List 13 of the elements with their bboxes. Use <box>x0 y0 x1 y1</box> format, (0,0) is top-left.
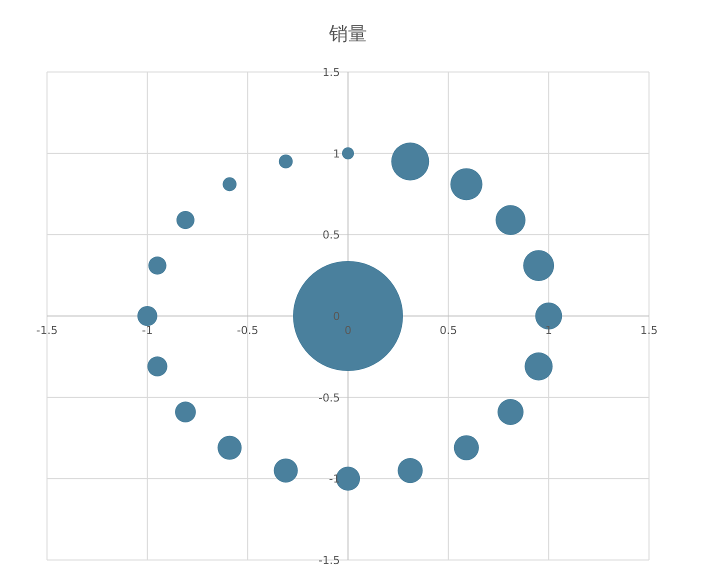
y-tick-label: 1 <box>333 147 340 160</box>
y-tick-label: 0.5 <box>322 228 340 242</box>
y-tick-label: 1.5 <box>322 66 340 79</box>
x-tick-label: 0.5 <box>440 324 458 337</box>
y-tick-label: -0.5 <box>318 391 340 404</box>
y-tick-label: -1.5 <box>318 554 340 567</box>
y-tick-label: 0 <box>333 310 340 323</box>
x-tick-label: -0.5 <box>236 324 258 337</box>
x-tick-label: -1 <box>142 324 153 337</box>
x-tick-label: 1.5 <box>640 324 658 337</box>
x-tick-label: -1.5 <box>36 324 58 337</box>
chart-title: 销量 <box>328 23 367 45</box>
x-tick-label: 0 <box>344 324 352 337</box>
